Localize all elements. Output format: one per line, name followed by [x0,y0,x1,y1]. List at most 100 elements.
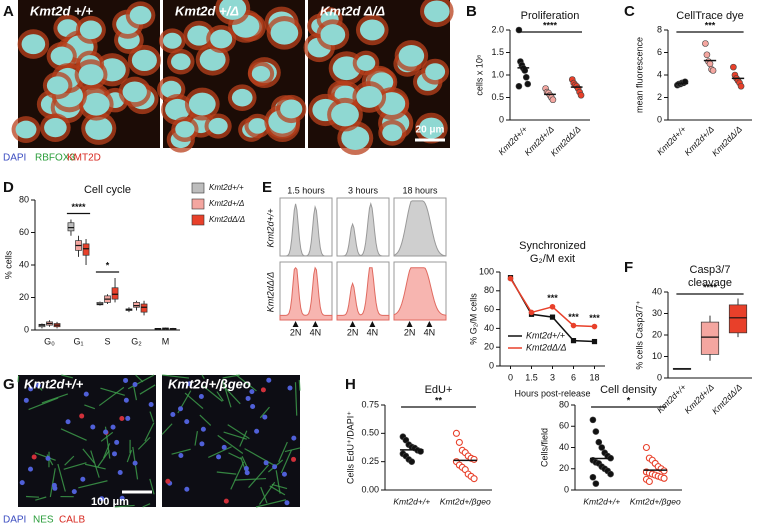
time-label: 3 hours [348,185,379,195]
y-axis-label: mean fluorescence [634,37,644,113]
nucleus [251,65,271,82]
nucleus [15,120,37,139]
nucleus [187,381,193,387]
legend-label: Kmt2d+/+ [526,330,565,340]
chart-title: CellTrace dye [676,10,743,22]
fiber [275,470,281,494]
nucleus [248,118,267,134]
marker [528,309,535,316]
x-tick-label: 1.5 [525,372,538,382]
nucleus [132,460,138,466]
nucleus [199,48,226,71]
x-tick-label: Kmt2dΔ/Δ [710,124,744,158]
nucleus [244,470,250,476]
nucleus [382,124,403,142]
data-point [595,438,603,446]
legend-swatch [191,214,205,226]
x-axis-label: Hours post-release [514,388,590,398]
x-tick-label: 18 [589,372,599,382]
significance: *** [589,313,600,323]
nucleus [331,102,359,127]
data-point [470,455,478,463]
nucleus [356,55,376,71]
y-axis-label: cells x 10⁶ [474,54,484,96]
data-point [730,63,737,71]
fiber [171,448,191,455]
nucleus [165,98,191,121]
peak-label: 2N [347,327,359,337]
panel-letter: B [466,3,477,20]
nucleus [21,34,46,55]
peak-label: 4N [424,327,436,337]
significance: * [106,260,110,270]
nucleus [270,21,299,45]
image-label: Kmt2d +/Δ [175,3,239,18]
fiber [97,450,110,468]
nucleus [35,382,41,388]
scale-bar-label: 20 μm [416,125,445,136]
nucleus [198,393,204,399]
panel-letter: D [3,179,14,196]
y-axis-label: % G₂/M cells [468,293,478,345]
nucleus [424,0,450,23]
data-point [592,480,600,487]
y-tick-label: 1.5 [491,47,504,57]
histogram-shape [393,267,447,321]
chart-title: Casp3/7 [690,264,731,276]
fiber [199,414,212,426]
micrograph [18,375,156,507]
y-axis-label: % cells [3,250,13,279]
y-tick-label: 6 [657,47,662,57]
nucleus [103,429,109,435]
nucleus [184,486,190,492]
chart-title: Cell cycle [84,184,131,196]
nucleus [184,419,190,425]
x-tick-label: 0 [508,372,513,382]
decor [11,0,454,508]
fiber [239,430,248,447]
y-tick-label: 0 [499,114,504,124]
stain-label: CALB [59,515,85,526]
data-point [452,429,460,437]
data-point [737,82,745,90]
fiber [202,385,223,402]
fiber [284,447,301,453]
fiber [208,446,232,458]
nucleus [221,444,227,450]
histogram-shape [280,203,332,257]
nucleus [208,117,228,135]
y-tick-label: 0 [657,372,662,382]
fiber [280,449,293,474]
nucleus [28,466,34,472]
fiber [294,382,298,416]
fiber [139,384,156,395]
stain-label: RBFOX3 [35,153,75,164]
nucleus [171,53,191,71]
data-point [592,428,600,435]
stain-label: DAPI [3,515,26,526]
data-point [642,443,650,452]
fiber [78,480,108,489]
fiber [244,448,275,466]
y-tick-label: 0.50 [361,428,379,438]
x-tick-label: S [104,336,110,346]
fiber [57,463,66,492]
nucleus [45,455,51,461]
y-tick-label: 80 [19,194,29,204]
y-tick-label: 100 [479,266,494,276]
y-axis-label: Cells EdU⁺/DAPI⁺ [345,411,355,484]
nucleus [65,419,71,425]
nucleus [23,397,29,403]
nucleus [200,426,206,432]
fiber [230,461,245,490]
data-point [549,96,557,104]
nucleus [266,377,272,383]
fiber [255,499,287,508]
fiber [234,477,267,481]
y-tick-label: 0.75 [361,399,379,409]
nucleus [44,118,67,138]
nucleus [178,406,184,412]
fiber [103,443,111,459]
peak-arrow [312,321,319,327]
data-point [470,475,478,483]
